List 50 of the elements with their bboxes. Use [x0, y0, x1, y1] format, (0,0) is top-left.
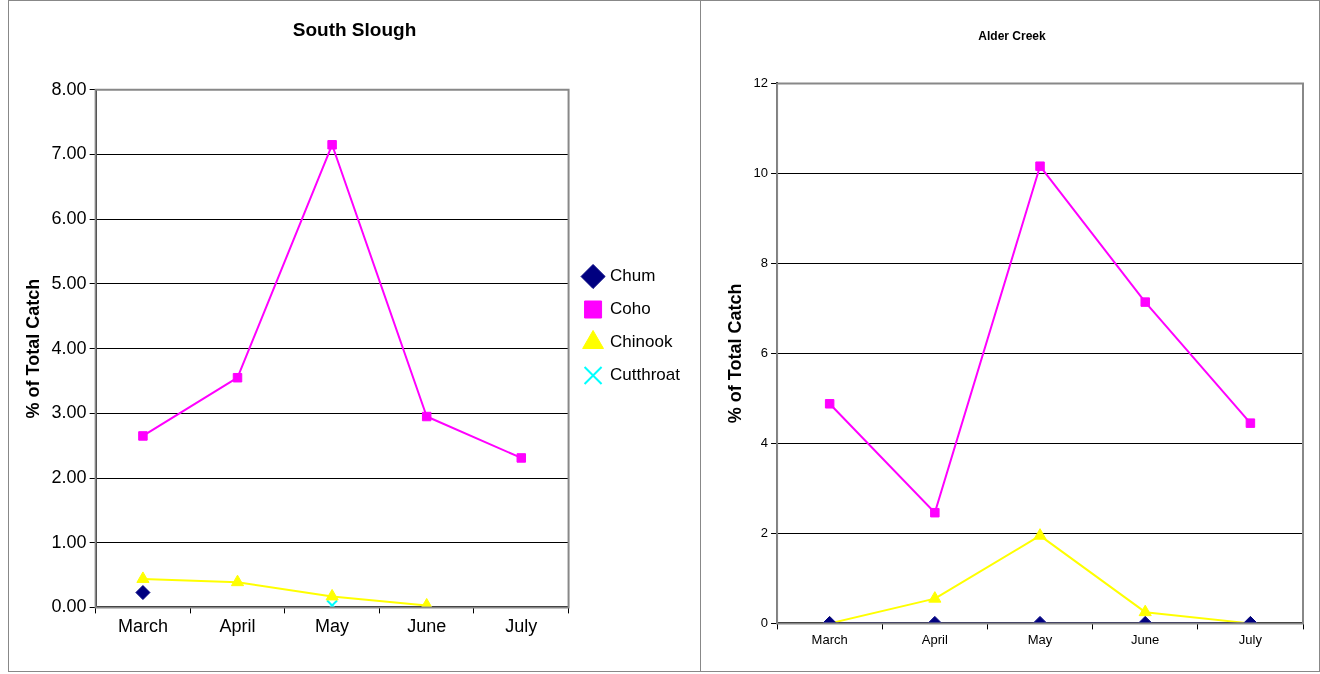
point — [1138, 604, 1152, 617]
point — [325, 588, 339, 601]
point — [230, 574, 245, 587]
y-tick-label: 0 — [760, 614, 769, 630]
y-tick-label: 1.00 — [51, 531, 87, 552]
y-tick-label: 6 — [760, 344, 769, 360]
point — [928, 591, 942, 603]
y-tick-label: 8.00 — [51, 78, 87, 99]
x-tick-label: May — [1027, 631, 1053, 647]
y-tick-label: 4.00 — [51, 337, 87, 358]
chart-title: South Slough — [292, 18, 417, 40]
x-tick-label: May — [315, 616, 350, 637]
x-tick-label: July — [505, 616, 538, 637]
y-tick-label: 5.00 — [51, 272, 87, 293]
y-tick-label: 12 — [753, 74, 769, 90]
y-axis-title: % of Total Catch — [724, 283, 745, 424]
y-tick-label: 4 — [760, 434, 769, 450]
legend-label: Chum — [610, 266, 656, 286]
point — [824, 399, 835, 409]
point — [421, 411, 432, 422]
point — [232, 372, 243, 383]
x-tick-label: April — [921, 631, 948, 647]
point — [327, 140, 337, 150]
legend-label: Coho — [610, 299, 651, 319]
point — [136, 571, 150, 583]
x-tick-label: July — [1238, 631, 1263, 647]
x-tick-label: March — [117, 616, 168, 637]
legend-label: Chinook — [610, 332, 673, 352]
y-tick-label: 8 — [760, 254, 769, 270]
point — [1245, 418, 1256, 428]
x-tick-label: April — [219, 616, 256, 637]
point — [1033, 528, 1047, 540]
y-tick-label: 2.00 — [51, 466, 87, 487]
point — [1035, 161, 1045, 171]
y-tick-label: 2 — [760, 524, 769, 540]
y-tick-label: 7.00 — [51, 143, 87, 164]
point — [516, 453, 527, 463]
x-tick-label: June — [407, 616, 447, 637]
y-tick-label: 6.00 — [51, 208, 87, 229]
y-tick-label: 3.00 — [51, 402, 87, 423]
legend-label: Cutthroat — [610, 365, 681, 385]
point — [1140, 297, 1150, 307]
chart-title: Alder Creek — [978, 28, 1046, 43]
x-tick-label: March — [811, 631, 848, 647]
x-tick-label: June — [1131, 631, 1160, 647]
point — [138, 431, 148, 441]
point — [930, 507, 940, 518]
y-axis-title: % of Total Catch — [22, 278, 43, 419]
y-tick-label: 10 — [753, 164, 769, 180]
y-tick-label: 0.00 — [51, 596, 87, 617]
